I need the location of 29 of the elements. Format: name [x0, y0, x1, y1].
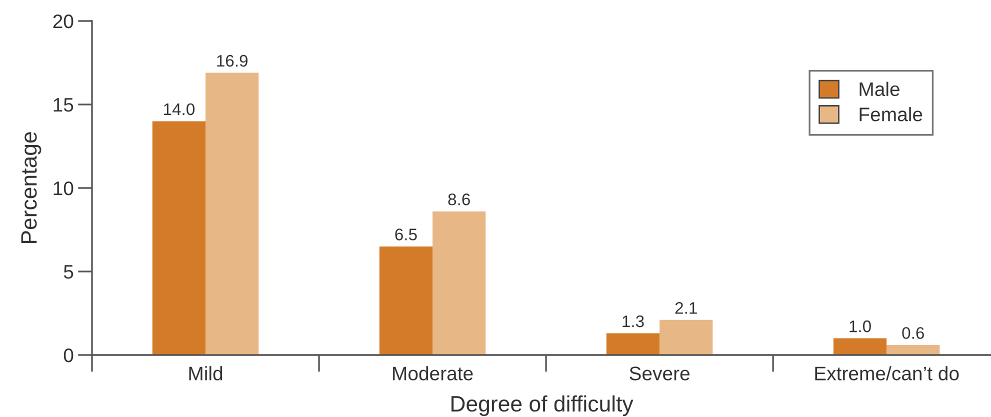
y-tick-label: 5 — [64, 265, 74, 279]
bar — [206, 72, 259, 355]
data-label: 1.3 — [622, 315, 644, 328]
data-label: 0.6 — [902, 327, 924, 339]
data-label: 6.5 — [395, 228, 417, 240]
x-axis-title: Degree of difficulty — [452, 395, 634, 416]
x-tick-label: Severe — [630, 366, 690, 380]
data-label: 1.0 — [850, 320, 871, 332]
y-axis-title: Percentage — [21, 132, 42, 244]
x-tick-label: Extreme/can’t do — [815, 366, 959, 380]
bar — [886, 344, 940, 355]
bar — [660, 320, 713, 355]
y-tick-label: 15 — [54, 98, 74, 112]
legend-label: Male — [860, 82, 900, 96]
data-label: 8.6 — [448, 194, 470, 206]
y-tick-label: 20 — [53, 14, 74, 28]
x-tick-label: Mild — [189, 366, 222, 380]
data-label: 2.1 — [675, 302, 697, 314]
y-tick-label: 10 — [54, 181, 74, 196]
x-tick-label: Moderate — [393, 366, 473, 380]
bar — [833, 338, 887, 355]
bar — [152, 121, 206, 355]
y-tick-label: 0 — [64, 348, 74, 362]
data-label: 14.0 — [164, 103, 195, 116]
bar — [432, 211, 486, 355]
bar — [379, 246, 433, 355]
legend-label: Female — [860, 107, 922, 122]
data-label: 16.9 — [217, 54, 248, 67]
bar — [606, 333, 660, 355]
